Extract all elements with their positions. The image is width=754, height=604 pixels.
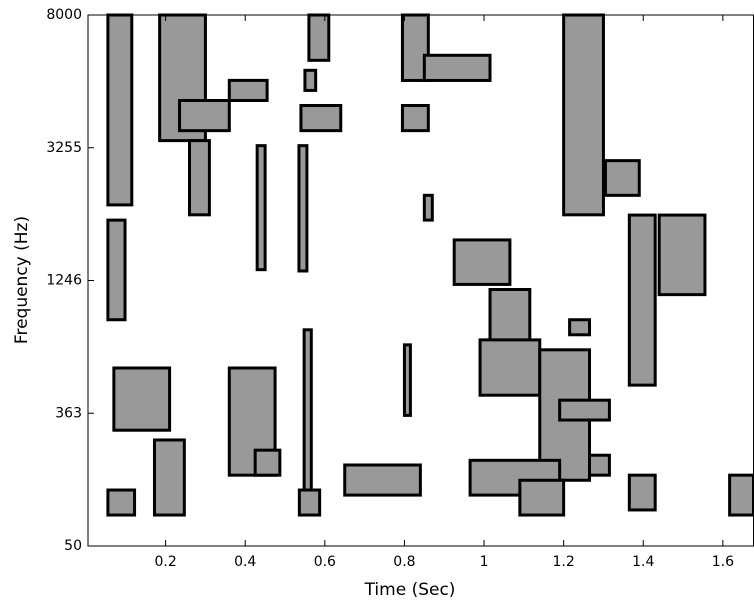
mask-region [627, 213, 657, 387]
y-tick-label: 8000 [46, 7, 82, 23]
mask-region [402, 343, 412, 417]
mask-region [227, 78, 269, 102]
y-axis-label: Frequency (Hz) [12, 216, 32, 344]
mask-region [452, 238, 512, 286]
mask-region [302, 328, 313, 512]
mask-region [299, 104, 343, 133]
mask-region [187, 139, 211, 217]
mask-region [152, 438, 186, 517]
mask-region [106, 13, 134, 207]
x-tick-label: 0.8 [393, 554, 415, 570]
y-tick-label: 1246 [46, 273, 82, 289]
mask-region [603, 159, 641, 197]
x-tick-label: 1.4 [632, 554, 654, 570]
mask-region [400, 13, 430, 82]
mask-region [558, 398, 611, 422]
x-axis-label: Time (Sec) [364, 580, 456, 600]
x-tick-label: 0.6 [314, 554, 336, 570]
x-tick-label: 0.2 [154, 554, 176, 570]
mask-region [478, 338, 542, 397]
mask-region [343, 463, 422, 497]
mask-region [422, 53, 492, 82]
mask-region [178, 98, 231, 133]
mask-region [297, 144, 309, 273]
mask-region [307, 13, 331, 62]
mask-region [253, 448, 282, 477]
mask-region [627, 473, 657, 512]
mask-region [112, 366, 172, 432]
mask-region [303, 68, 318, 92]
mask-region [728, 473, 754, 517]
mask-region [106, 488, 137, 517]
mask-region [297, 488, 322, 517]
x-tick-label: 1 [480, 554, 489, 570]
mask-region [400, 104, 430, 133]
mask-region [422, 193, 434, 222]
mask-region [568, 318, 592, 337]
mask-region [106, 218, 127, 322]
mask-region [518, 478, 566, 517]
x-tick-label: 1.6 [712, 554, 734, 570]
y-tick-label: 3255 [46, 140, 82, 156]
y-tick-label: 50 [64, 538, 82, 554]
mask-region [657, 213, 707, 297]
mask-region [588, 453, 611, 477]
x-tick-label: 0.4 [234, 554, 256, 570]
x-tick-label: 1.2 [553, 554, 575, 570]
mask-region [255, 144, 267, 272]
y-tick-label: 363 [55, 405, 82, 421]
mask-region [562, 13, 605, 217]
